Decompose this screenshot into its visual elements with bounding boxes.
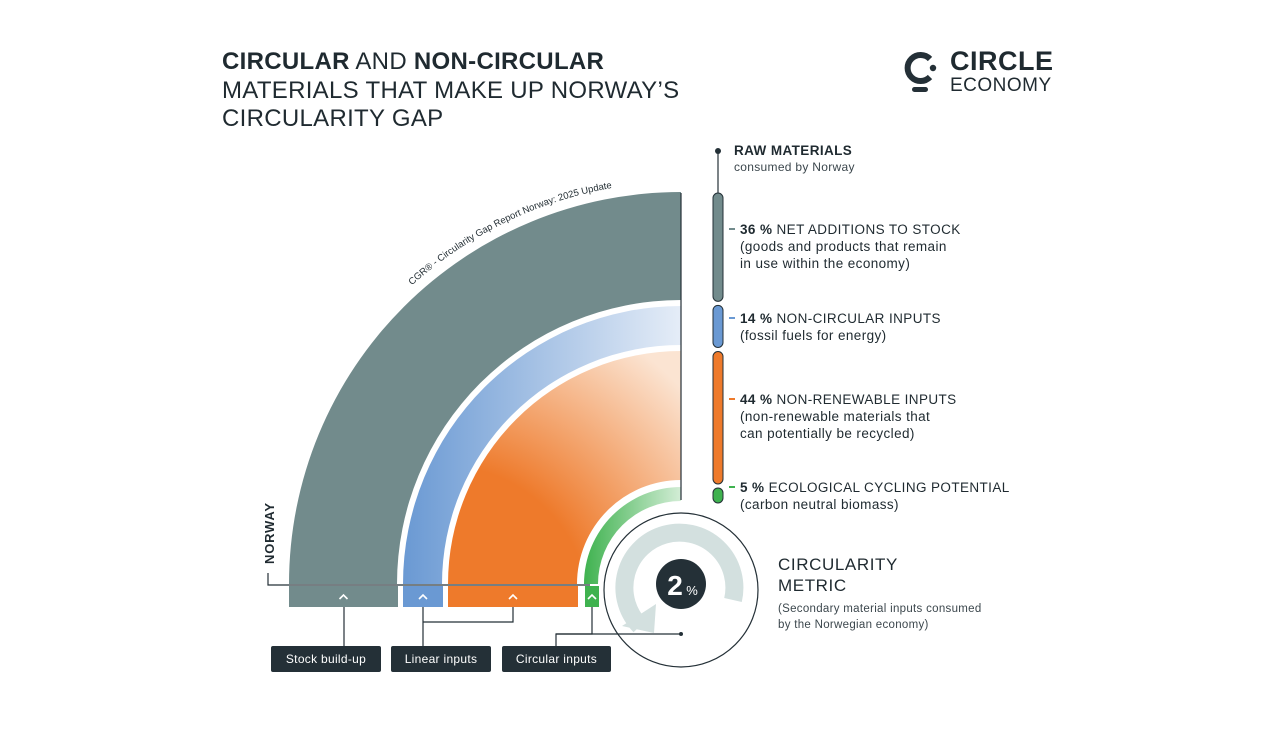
- circularity-metric-label: CIRCULARITY METRIC (Secondary material in…: [778, 554, 1018, 633]
- scale-top-dot: [715, 148, 721, 154]
- bar-chevrons: [338, 593, 597, 600]
- label-linear-pct: 14 %: [740, 311, 773, 326]
- scale-bar-stock: [712, 192, 724, 302]
- bar-cycling: [585, 586, 599, 607]
- connector-circular: [555, 607, 593, 646]
- title-line-3: CIRCULARITY GAP: [222, 105, 444, 132]
- metric-cycle-ring: [615, 523, 744, 633]
- arc-cycling: [584, 487, 681, 584]
- pill-stock-build-up: Stock build-up: [271, 646, 381, 672]
- label-nonrenewable-name: NON-RENEWABLE INPUTS: [776, 392, 957, 407]
- chevron-up-icon: [338, 593, 349, 600]
- country-label: NORWAY: [262, 502, 277, 564]
- label-nonrenewable-desc2: can potentially be recycled): [740, 426, 915, 441]
- label-stock-name: NET ADDITIONS TO STOCK: [776, 222, 961, 237]
- arc-linear: [403, 306, 681, 584]
- label-stock-desc2: in use within the economy): [740, 256, 911, 271]
- raw-materials-label: RAW MATERIALS consumed by Norway: [734, 143, 855, 174]
- pill-circular-inputs: Circular inputs: [502, 646, 611, 672]
- page-title: CIRCULAR AND NON-CIRCULAR MATERIALS THAT…: [222, 48, 679, 134]
- pill-linear-inputs: Linear inputs: [391, 646, 491, 672]
- title-bold-noncircular: NON-CIRCULAR: [413, 48, 605, 75]
- metric-title-2: METRIC: [778, 576, 847, 595]
- metric-desc-2: by the Norwegian economy): [778, 619, 929, 631]
- bar-linear: [403, 586, 443, 607]
- metric-cycle-arrowhead: [622, 604, 656, 633]
- label-linear-desc1: (fossil fuels for energy): [740, 328, 887, 343]
- label-nonrenewable: 44 % NON-RENEWABLE INPUTS (non-renewable…: [740, 391, 957, 442]
- label-nonrenewable-pct: 44 %: [740, 392, 773, 407]
- chevron-up-icon: [587, 593, 597, 600]
- percent-scale: [712, 192, 735, 504]
- logo-line-1: CIRCLE: [950, 46, 1054, 76]
- metric-desc-1: (Secondary material inputs consumed: [778, 603, 982, 615]
- arc-stock: [289, 192, 681, 584]
- chevron-up-icon: [508, 593, 518, 600]
- bar-nonrenewable: [448, 586, 578, 607]
- bar-stock: [289, 586, 398, 607]
- label-cycling-pct: 5 %: [740, 480, 765, 495]
- scale-bar-nonrenewable: [712, 351, 724, 485]
- title-bold-circular: CIRCULAR: [222, 48, 350, 75]
- circle-economy-logo: CIRCLE ECONOMY: [904, 48, 1054, 95]
- metric-outline-circle: [603, 512, 759, 668]
- title-line-2: MATERIALS THAT MAKE UP NORWAY’S: [222, 76, 680, 104]
- label-nonrenewable-desc1: (non-renewable materials that: [740, 409, 931, 424]
- metric-value: 2: [667, 570, 683, 601]
- label-linear: 14 % NON-CIRCULAR INPUTS (fossil fuels f…: [740, 310, 941, 344]
- metric-unit: %: [686, 583, 698, 598]
- logo-line-2: ECONOMY: [950, 75, 1052, 96]
- scale-bar-cycling: [712, 487, 724, 504]
- chevron-up-icon: [418, 593, 428, 600]
- label-cycling: 5 % ECOLOGICAL CYCLING POTENTIAL (carbon…: [740, 479, 1010, 513]
- arc-nonrenewable: [448, 351, 681, 584]
- connector-metric-dot: [679, 632, 683, 636]
- raw-materials-sub: consumed by Norway: [734, 160, 855, 174]
- label-cycling-desc1: (carbon neutral biomass): [740, 497, 899, 512]
- title-and: AND: [349, 48, 414, 75]
- label-cycling-name: ECOLOGICAL CYCLING POTENTIAL: [768, 480, 1010, 495]
- raw-materials-heading: RAW MATERIALS: [734, 143, 853, 158]
- metric-value-circle: [656, 559, 706, 609]
- label-stock: 36 % NET ADDITIONS TO STOCK (goods and p…: [740, 221, 961, 272]
- scale-bar-linear: [712, 304, 724, 349]
- label-stock-pct: 36 %: [740, 222, 773, 237]
- metric-title-1: CIRCULARITY: [778, 555, 898, 574]
- label-stock-desc1: (goods and products that remain: [740, 239, 947, 254]
- circle-economy-logo-icon: [904, 51, 937, 92]
- country-baseline: [267, 573, 590, 586]
- label-linear-name: NON-CIRCULAR INPUTS: [776, 311, 941, 326]
- connector-linear: [422, 607, 514, 646]
